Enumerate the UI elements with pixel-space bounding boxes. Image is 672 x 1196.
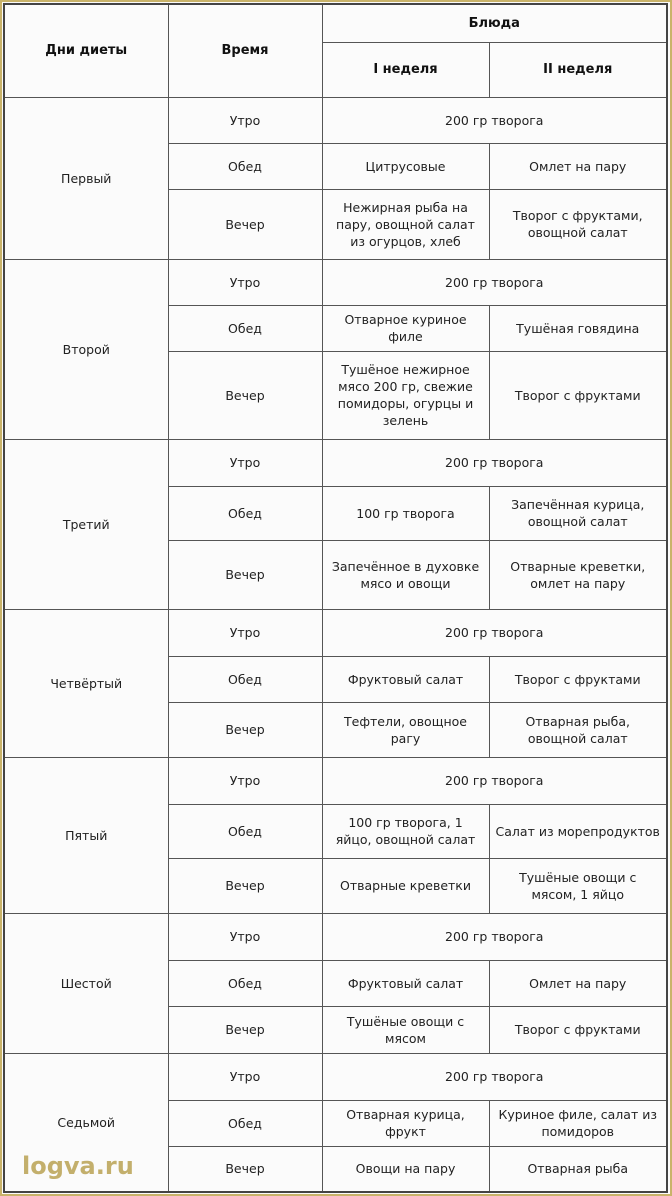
dish-week1: 100 гр творога [321, 485, 490, 541]
meal-time: Вечер [167, 1005, 323, 1054]
dish-week1: Запечённое в духовке мясо и овощи [321, 539, 490, 610]
meal-time: Утро [167, 912, 323, 961]
dish-week1: 100 гр творога, 1 яйцо, овощной салат [321, 803, 490, 859]
header-week2: II неделя [488, 41, 668, 98]
dish-week2: Запечённая курица, овощной салат [488, 485, 668, 541]
dish-week1: Овощи на пару [321, 1145, 490, 1193]
header-row: Дни диеты Время Блюда [3, 3, 668, 98]
meal-time: Вечер [167, 350, 323, 440]
table-row: Первый Утро 200 гр творога [3, 96, 668, 260]
header-dishes: Блюда [321, 3, 668, 43]
meal-time: Обед [167, 655, 323, 703]
meal-time: Обед [167, 485, 323, 541]
table-row: Обед Отварная курица, фрукт Куриное филе, … [4, 1099, 668, 1147]
meal-time: Вечер [167, 1145, 323, 1193]
dish-week2: Творог с фруктами [488, 350, 668, 440]
table-row: Седьмой Утро 200 гр творога [3, 1052, 668, 1193]
meal-time: Утро [167, 608, 323, 657]
dish-both-weeks: 200 гр творога [321, 608, 668, 657]
dish-week2: Тушёные овощи с мясом, 1 яйцо [488, 857, 668, 914]
meal-time: Обед [167, 803, 323, 859]
dish-both-weeks: 200 гр творога [321, 96, 668, 144]
dish-week1: Тефтели, овощное рагу [321, 701, 490, 758]
dish-week2: Омлет на пару [488, 959, 668, 1007]
dish-week2: Салат из морепродуктов [488, 803, 668, 859]
dish-week2: Творог с фруктами, овощной салат [488, 188, 668, 260]
dish-week1: Фруктовый салат [321, 655, 490, 703]
dish-both-weeks: 200 гр творога [321, 1052, 668, 1101]
dish-both-weeks: 200 гр творога [321, 258, 668, 306]
meal-time: Обед [167, 142, 323, 190]
day-name: Второй [3, 258, 169, 440]
table-row: Второй Утро 200 гр творога [3, 258, 668, 440]
meal-time: Утро [167, 96, 323, 144]
meal-time: Вечер [167, 701, 323, 758]
day-name: Пятый [3, 756, 169, 914]
dish-week2: Тушёная говядина [488, 304, 668, 352]
dish-week1: Нежирная рыба на пару, овощной салат из … [321, 188, 490, 260]
meal-time: Обед [167, 959, 323, 1007]
table-row: Третий Утро 200 гр творога [3, 438, 668, 610]
day-name: Четвёртый [3, 608, 169, 758]
table-row: Шестой Утро 200 гр творога [3, 912, 668, 1054]
dish-week1: Отварное куриное филе [321, 304, 490, 352]
dish-week2: Творог с фруктами [488, 1005, 668, 1054]
dish-both-weeks: 200 гр творога [321, 438, 668, 487]
meal-time: Вечер [167, 539, 323, 610]
table-row: Вечер Тушёные овощи с мясом Творог с фрукт… [4, 1005, 668, 1054]
table-row: Обед Отварное куриное филе Тушёная говядин… [4, 304, 668, 352]
header-time: Время [167, 3, 323, 98]
dish-week1: Фруктовый салат [321, 959, 490, 1007]
table-row: Вечер Тефтели, овощное рагу Отварная рыба,… [4, 701, 668, 758]
dish-both-weeks: 200 гр творога [321, 756, 668, 805]
day-name: Седьмой [3, 1052, 169, 1193]
header-week1: I неделя [321, 41, 490, 98]
meal-time: Вечер [167, 857, 323, 914]
meal-time: Обед [167, 304, 323, 352]
table-row: Обед 100 гр творога Запечённая курица, ово… [4, 485, 668, 541]
meal-time: Обед [167, 1099, 323, 1147]
dish-week2: Творог с фруктами [488, 655, 668, 703]
dish-week1: Тушёное нежирное мясо 200 гр, свежие пом… [321, 350, 490, 440]
meal-time: Утро [167, 258, 323, 306]
table-row: Пятый Утро 200 гр творога [3, 756, 668, 914]
dish-week2: Отварная рыба [488, 1145, 668, 1193]
dish-week2: Отварные креветки, омлет на пару [488, 539, 668, 610]
table-row: Четвёртый Утро 200 гр творога [3, 608, 668, 758]
day-name: Третий [3, 438, 169, 610]
dish-week2: Омлет на пару [488, 142, 668, 190]
table-row: Обед Цитрусовые Омлет на пару [4, 142, 668, 190]
table-body: Первый Утро 200 гр творога Обед Цитрусовые Ом… [3, 96, 668, 1193]
meal-time: Утро [167, 756, 323, 805]
dish-week1: Тушёные овощи с мясом [321, 1005, 490, 1054]
diet-table: Дни диеты Время Блюда I неделя II неделя… [3, 3, 668, 1193]
dish-week1: Отварные креветки [321, 857, 490, 914]
meal-time: Утро [167, 1052, 323, 1101]
dish-week2: Отварная рыба, овощной салат [488, 701, 668, 758]
header-days: Дни диеты [3, 3, 169, 98]
dish-week1: Отварная курица, фрукт [321, 1099, 490, 1147]
table-row: Вечер Запечённое в духовке мясо и овощи От… [4, 539, 668, 610]
dish-week1: Цитрусовые [321, 142, 490, 190]
table-row: Вечер Отварные креветки Тушёные овощи с мя… [4, 857, 668, 914]
dish-week2: Куриное филе, салат из помидоров [488, 1099, 668, 1147]
table-row: Обед 100 гр творога, 1 яйцо, овощной сала… [4, 803, 668, 859]
table-row: Вечер Овощи на пару Отварная рыба [4, 1145, 668, 1193]
meal-time: Утро [167, 438, 323, 487]
day-name: Шестой [3, 912, 169, 1054]
meal-time: Вечер [167, 188, 323, 260]
dish-both-weeks: 200 гр творога [321, 912, 668, 961]
day-name: Первый [3, 96, 169, 260]
